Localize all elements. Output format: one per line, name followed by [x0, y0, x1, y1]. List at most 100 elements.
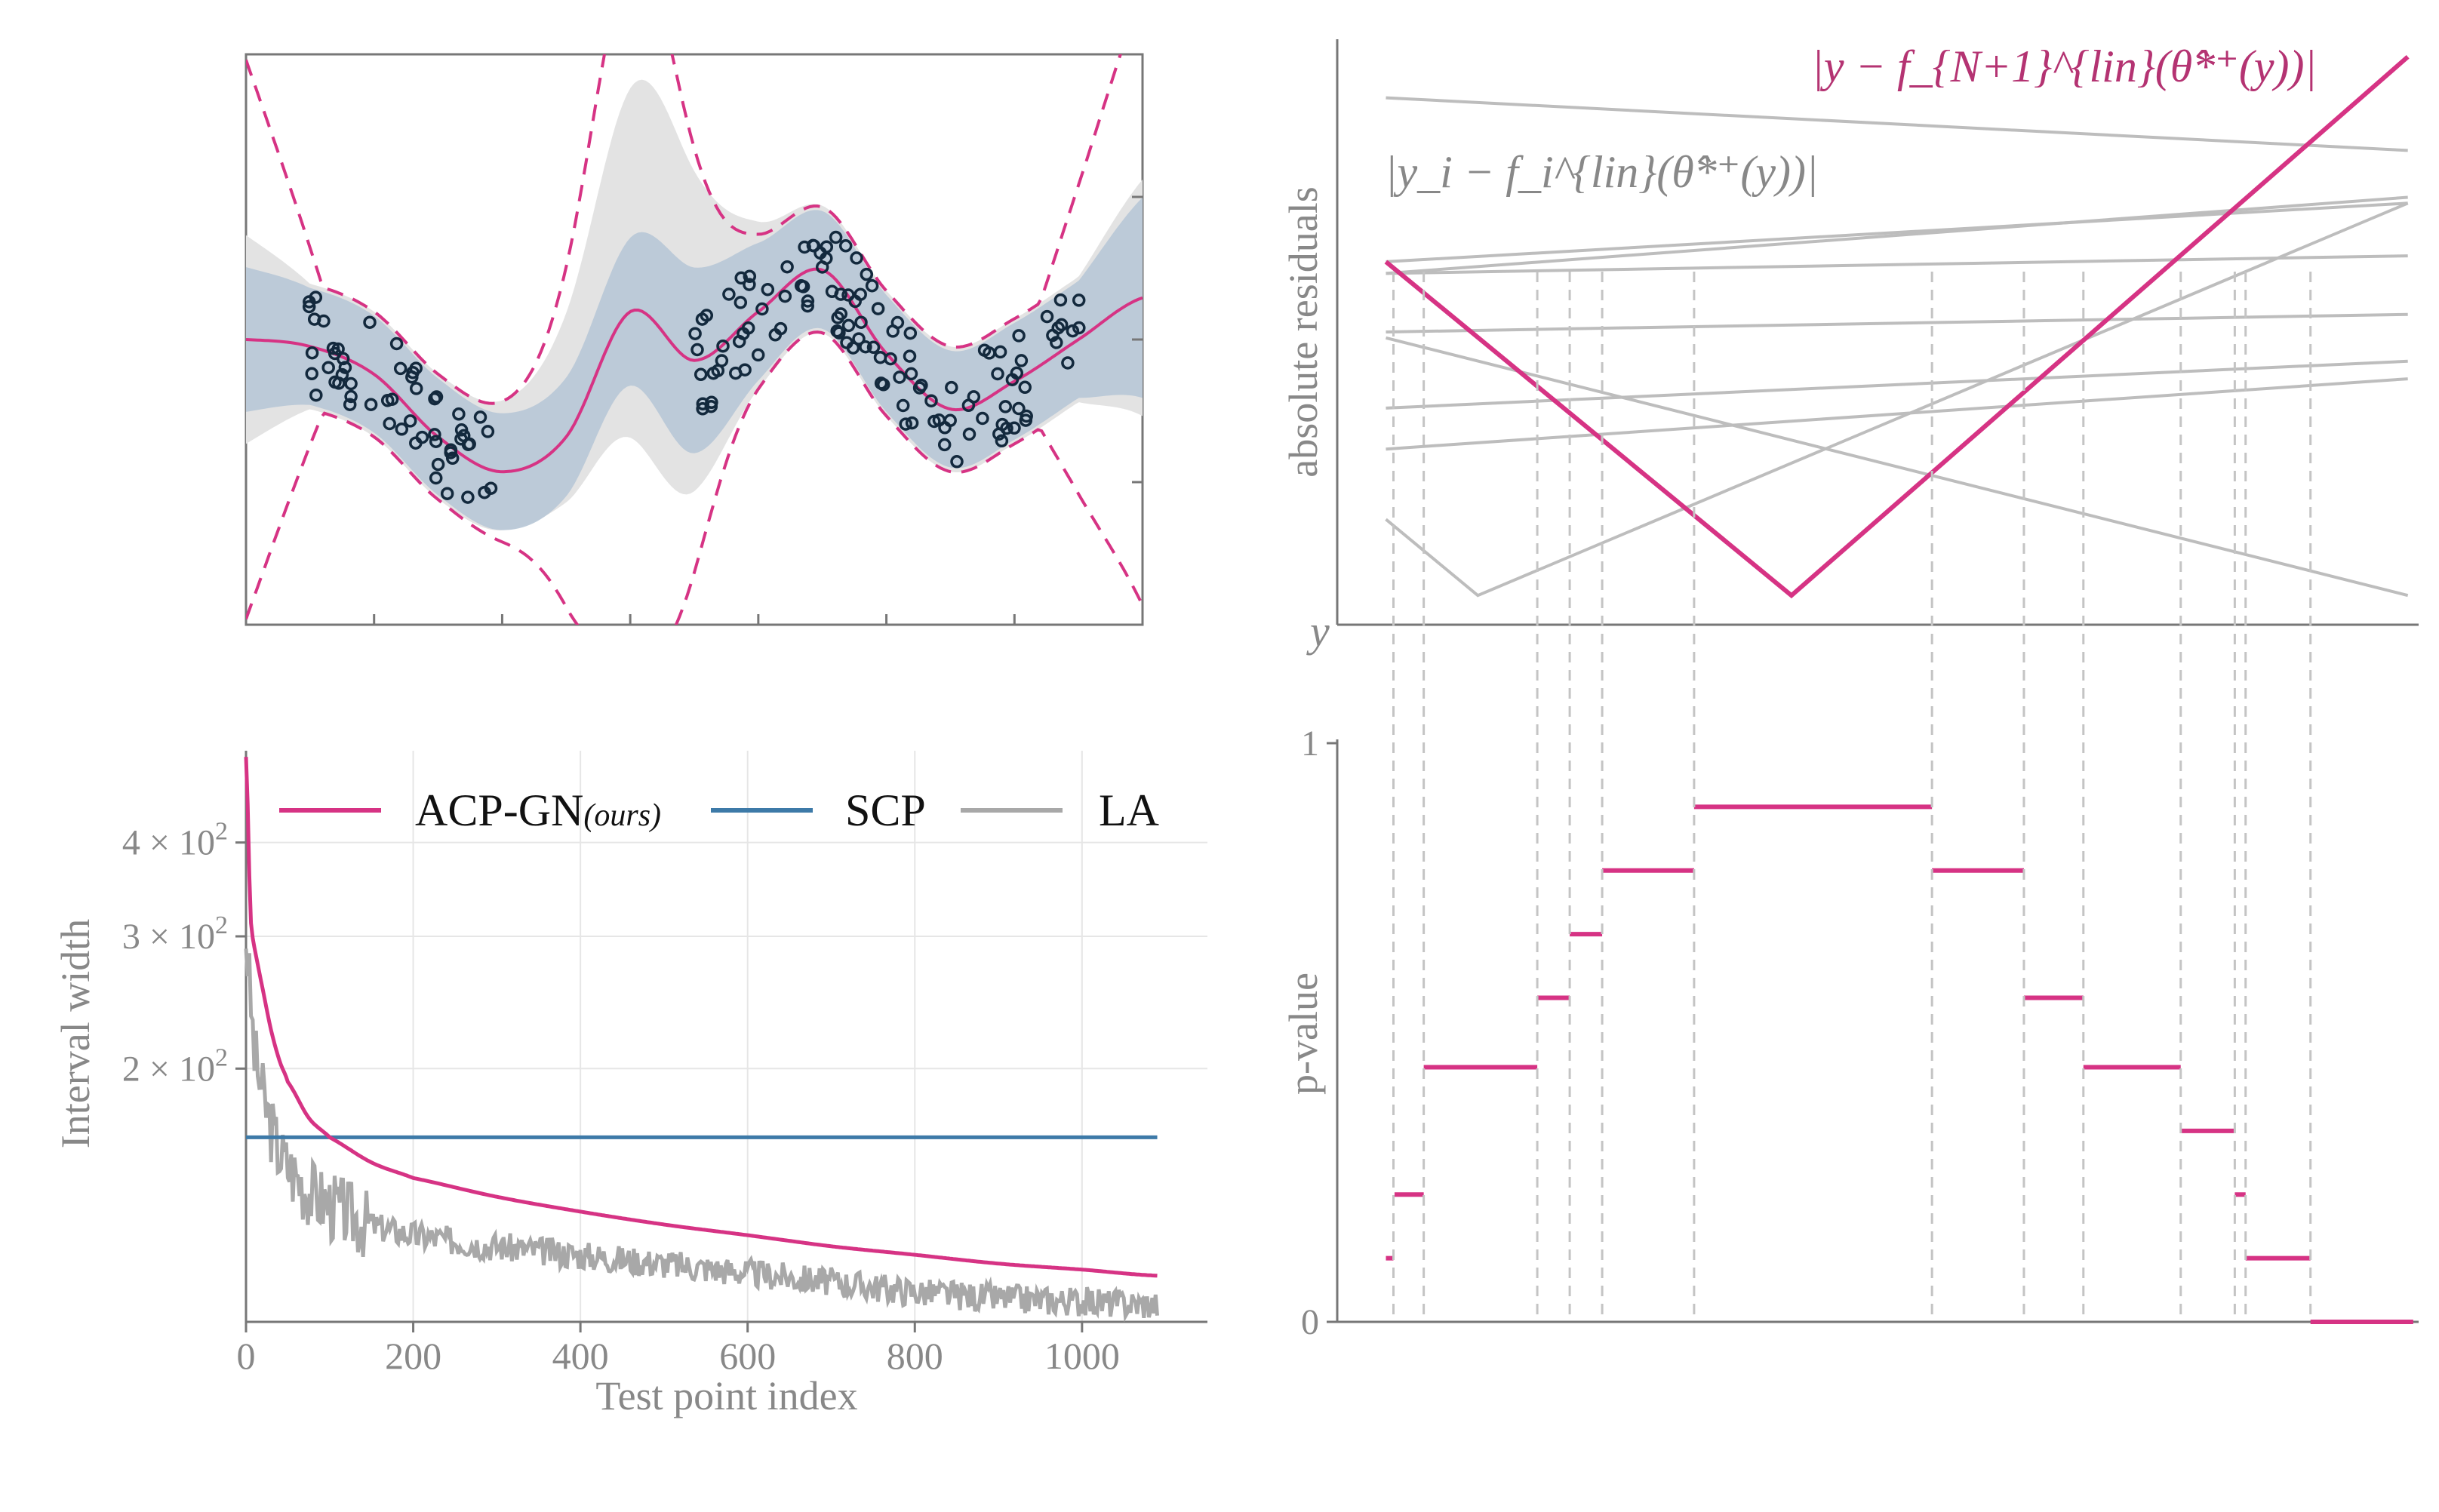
training-point: [848, 294, 862, 309]
training-point: [326, 341, 340, 355]
training-point: [961, 398, 976, 413]
training-point: [344, 376, 358, 391]
annotation-train-residual: |y_i − f_i^{lin}(θ̂*⁺(y))|: [1385, 147, 1818, 197]
training-point: [696, 402, 709, 416]
training-point: [307, 312, 321, 326]
training-point: [1072, 293, 1086, 307]
training-point: [305, 367, 318, 381]
training-point: [409, 382, 423, 395]
training-point: [694, 367, 708, 382]
train-residual-line: [1386, 195, 2408, 275]
training-point: [305, 346, 319, 360]
training-point: [1014, 354, 1029, 367]
training-point: [715, 354, 729, 367]
training-point: [976, 411, 989, 426]
x-tick-label: 800: [887, 1335, 943, 1377]
training-point: [429, 435, 443, 448]
training-point: [481, 425, 495, 438]
training-point: [905, 416, 919, 430]
train-residual-line: [1386, 377, 2408, 451]
legend-label-la: LA: [1099, 785, 1159, 835]
training-point: [1005, 373, 1020, 386]
training-point: [838, 239, 853, 253]
train-residual-line: [1386, 336, 2409, 598]
training-point: [859, 340, 872, 354]
training-point: [706, 366, 721, 380]
training-point: [886, 324, 900, 338]
new-residual-line: [1384, 55, 2410, 599]
training-point: [903, 326, 918, 340]
br-y-label: p-value: [1281, 973, 1326, 1095]
breakpoint-lines: [1392, 272, 2312, 1322]
bl-x-label: Test point index: [595, 1373, 857, 1418]
training-point: [383, 416, 396, 431]
training-point: [899, 417, 912, 431]
training-point: [755, 302, 769, 316]
training-point: [389, 337, 404, 351]
training-point: [461, 490, 475, 504]
legend: ACP-GN(ours) SCP LA: [279, 785, 1159, 835]
acp-upper-bound: [246, 54, 1122, 405]
training-point: [1012, 329, 1026, 343]
training-point: [962, 427, 977, 441]
tr-x-label: y: [1306, 607, 1330, 656]
training-point: [302, 300, 316, 314]
training-point: [825, 284, 839, 299]
training-point: [364, 398, 378, 411]
training-point: [743, 269, 757, 284]
legend-label-acp: ACP-GN(ours): [415, 785, 661, 835]
training-point: [473, 410, 487, 424]
training-point: [729, 366, 743, 380]
training-point: [841, 318, 856, 333]
bl-x-ticks: 0 200 400 600 800 1000: [237, 1322, 1120, 1377]
training-point: [977, 343, 992, 357]
training-point: [852, 332, 866, 346]
training-point: [393, 361, 408, 376]
training-point: [840, 336, 853, 349]
train-residual-line: [1386, 201, 2408, 263]
training-point: [335, 367, 349, 382]
y-tick-label: 3 × 102: [122, 911, 228, 957]
x-tick-label: 200: [385, 1335, 441, 1377]
training-point: [415, 430, 429, 444]
regression-ticks: [373, 195, 1143, 625]
training-point: [938, 421, 952, 435]
training-point: [429, 471, 443, 485]
training-point: [995, 434, 1009, 448]
residuals-panel: absolute residuals y |y − f_{N+1}^{lin}(…: [1281, 39, 2419, 656]
training-point: [1053, 293, 1068, 307]
training-point: [829, 230, 843, 244]
training-point: [1012, 401, 1026, 416]
training-point: [1019, 413, 1033, 427]
training-point: [801, 299, 814, 313]
training-point: [429, 390, 444, 404]
train-residual-line: [1386, 254, 2408, 275]
training-point: [904, 367, 918, 381]
train-residual-line: [1386, 312, 2408, 333]
training-point: [950, 455, 964, 469]
training-point: [1050, 336, 1063, 349]
y-tick-label: 0: [1301, 1302, 1319, 1342]
training-point: [452, 407, 466, 421]
training-point: [876, 378, 890, 392]
y-tick-label: 2 × 102: [122, 1043, 228, 1089]
training-point: [428, 428, 441, 441]
y-tick-label: 1: [1301, 724, 1319, 764]
training-point: [751, 348, 765, 362]
regression-panel: [245, 53, 1144, 626]
scp-band: [246, 197, 1143, 530]
training-point: [1018, 380, 1032, 395]
training-point: [780, 260, 794, 274]
training-point: [309, 388, 323, 402]
training-point: [344, 389, 358, 404]
training-point: [768, 328, 783, 342]
training-point: [937, 438, 952, 452]
training-points: [302, 230, 1086, 504]
training-point: [343, 398, 357, 411]
training-point: [1007, 421, 1021, 435]
training-point: [732, 334, 746, 349]
training-point: [303, 295, 316, 309]
y-tick-label: 4 × 102: [122, 818, 228, 863]
training-point: [820, 251, 833, 266]
training-point: [328, 375, 342, 389]
